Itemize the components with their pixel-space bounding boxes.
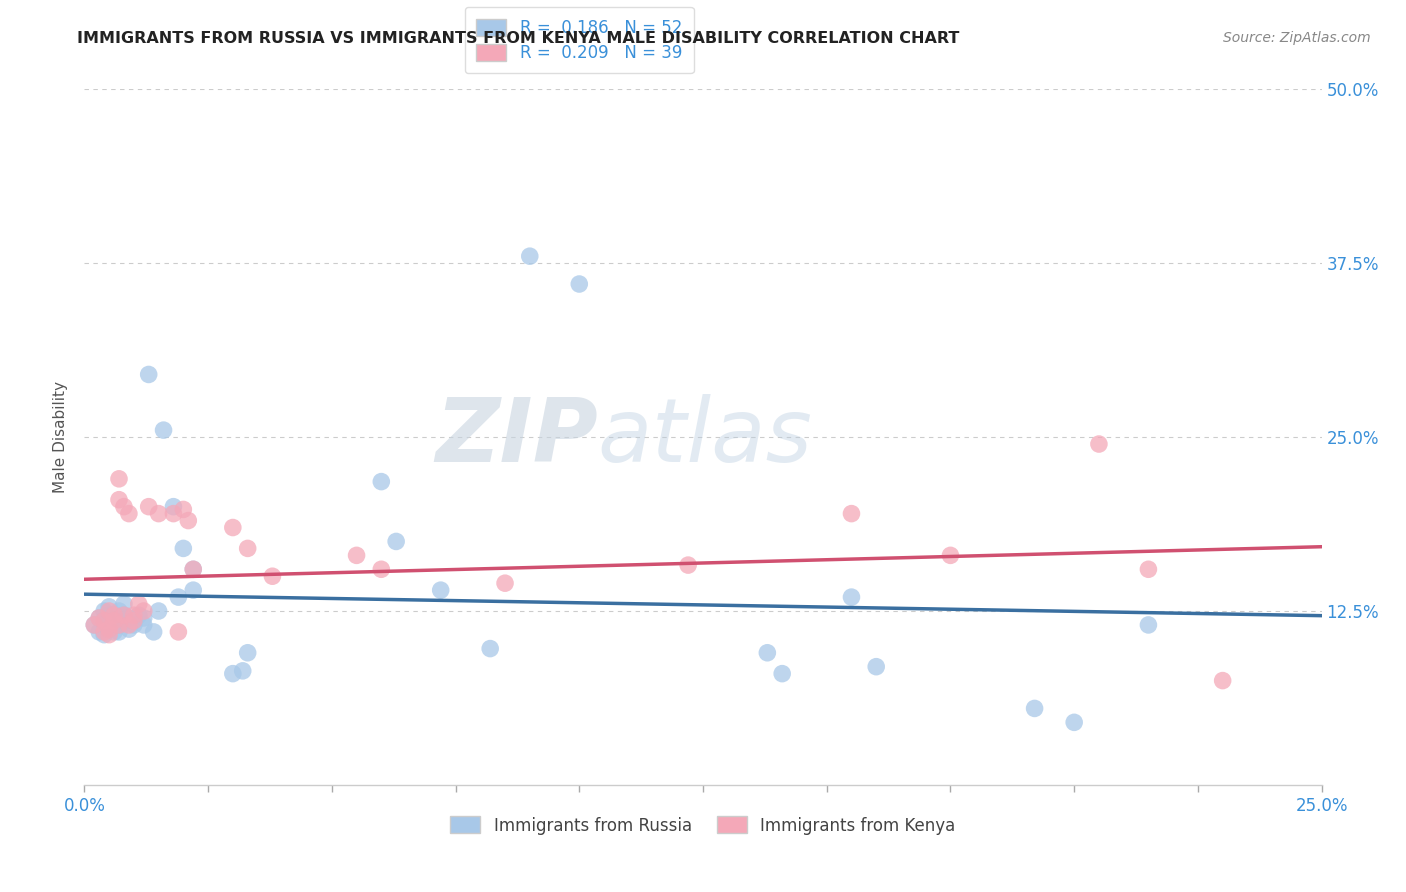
Point bbox=[93, 628, 115, 642]
Text: Source: ZipAtlas.com: Source: ZipAtlas.com bbox=[1223, 31, 1371, 45]
Point bbox=[112, 608, 135, 623]
Point bbox=[89, 611, 111, 625]
Point bbox=[122, 608, 145, 623]
Point bbox=[118, 507, 141, 521]
Point bbox=[118, 622, 141, 636]
Point bbox=[83, 618, 105, 632]
Point bbox=[152, 423, 174, 437]
Point bbox=[568, 277, 591, 291]
Point bbox=[479, 641, 502, 656]
Point bbox=[103, 624, 125, 639]
Point bbox=[676, 558, 699, 573]
Point bbox=[148, 604, 170, 618]
Point bbox=[89, 611, 111, 625]
Point bbox=[103, 614, 125, 628]
Point bbox=[122, 614, 145, 628]
Point bbox=[118, 618, 141, 632]
Point bbox=[167, 590, 190, 604]
Point bbox=[122, 618, 145, 632]
Point bbox=[346, 549, 368, 563]
Point bbox=[865, 659, 887, 673]
Point bbox=[370, 562, 392, 576]
Point bbox=[93, 624, 115, 639]
Text: ZIP: ZIP bbox=[434, 393, 598, 481]
Legend: Immigrants from Russia, Immigrants from Kenya: Immigrants from Russia, Immigrants from … bbox=[439, 805, 967, 847]
Point bbox=[181, 562, 204, 576]
Point bbox=[1137, 618, 1160, 632]
Point bbox=[1063, 715, 1085, 730]
Point bbox=[108, 624, 131, 639]
Point bbox=[83, 618, 105, 632]
Point bbox=[112, 614, 135, 628]
Point bbox=[108, 492, 131, 507]
Point bbox=[370, 475, 392, 489]
Point bbox=[138, 368, 160, 382]
Point bbox=[138, 500, 160, 514]
Point bbox=[1088, 437, 1111, 451]
Point bbox=[162, 507, 184, 521]
Point bbox=[1024, 701, 1046, 715]
Point bbox=[236, 646, 259, 660]
Point bbox=[103, 618, 125, 632]
Point bbox=[172, 502, 194, 516]
Point bbox=[939, 549, 962, 563]
Point bbox=[98, 604, 121, 618]
Point bbox=[103, 614, 125, 628]
Point bbox=[98, 628, 121, 642]
Point bbox=[128, 608, 150, 623]
Point bbox=[93, 604, 115, 618]
Point bbox=[181, 562, 204, 576]
Point bbox=[93, 614, 115, 628]
Point bbox=[232, 664, 254, 678]
Point bbox=[385, 534, 408, 549]
Point bbox=[841, 507, 863, 521]
Point bbox=[108, 604, 131, 618]
Point bbox=[98, 622, 121, 636]
Point bbox=[128, 597, 150, 611]
Point bbox=[98, 599, 121, 614]
Point bbox=[262, 569, 284, 583]
Point bbox=[112, 597, 135, 611]
Point bbox=[1137, 562, 1160, 576]
Point bbox=[177, 514, 200, 528]
Point bbox=[494, 576, 516, 591]
Point bbox=[181, 583, 204, 598]
Point bbox=[98, 608, 121, 623]
Point bbox=[93, 614, 115, 628]
Text: IMMIGRANTS FROM RUSSIA VS IMMIGRANTS FROM KENYA MALE DISABILITY CORRELATION CHAR: IMMIGRANTS FROM RUSSIA VS IMMIGRANTS FRO… bbox=[77, 31, 960, 46]
Point bbox=[89, 624, 111, 639]
Point bbox=[108, 614, 131, 628]
Point bbox=[162, 500, 184, 514]
Point bbox=[236, 541, 259, 556]
Point bbox=[112, 500, 135, 514]
Point bbox=[841, 590, 863, 604]
Point bbox=[148, 507, 170, 521]
Point bbox=[429, 583, 451, 598]
Point bbox=[98, 622, 121, 636]
Point bbox=[108, 472, 131, 486]
Point bbox=[108, 618, 131, 632]
Point bbox=[142, 624, 165, 639]
Point bbox=[756, 646, 779, 660]
Point bbox=[118, 611, 141, 625]
Point bbox=[1212, 673, 1234, 688]
Text: atlas: atlas bbox=[598, 394, 813, 480]
Point bbox=[132, 618, 155, 632]
Point bbox=[103, 608, 125, 623]
Point bbox=[132, 604, 155, 618]
Point bbox=[519, 249, 541, 263]
Point bbox=[112, 608, 135, 623]
Point bbox=[122, 614, 145, 628]
Point bbox=[172, 541, 194, 556]
Point bbox=[167, 624, 190, 639]
Point bbox=[108, 618, 131, 632]
Point bbox=[770, 666, 793, 681]
Point bbox=[222, 520, 245, 534]
Point bbox=[132, 611, 155, 625]
Point bbox=[222, 666, 245, 681]
Y-axis label: Male Disability: Male Disability bbox=[53, 381, 69, 493]
Point bbox=[98, 618, 121, 632]
